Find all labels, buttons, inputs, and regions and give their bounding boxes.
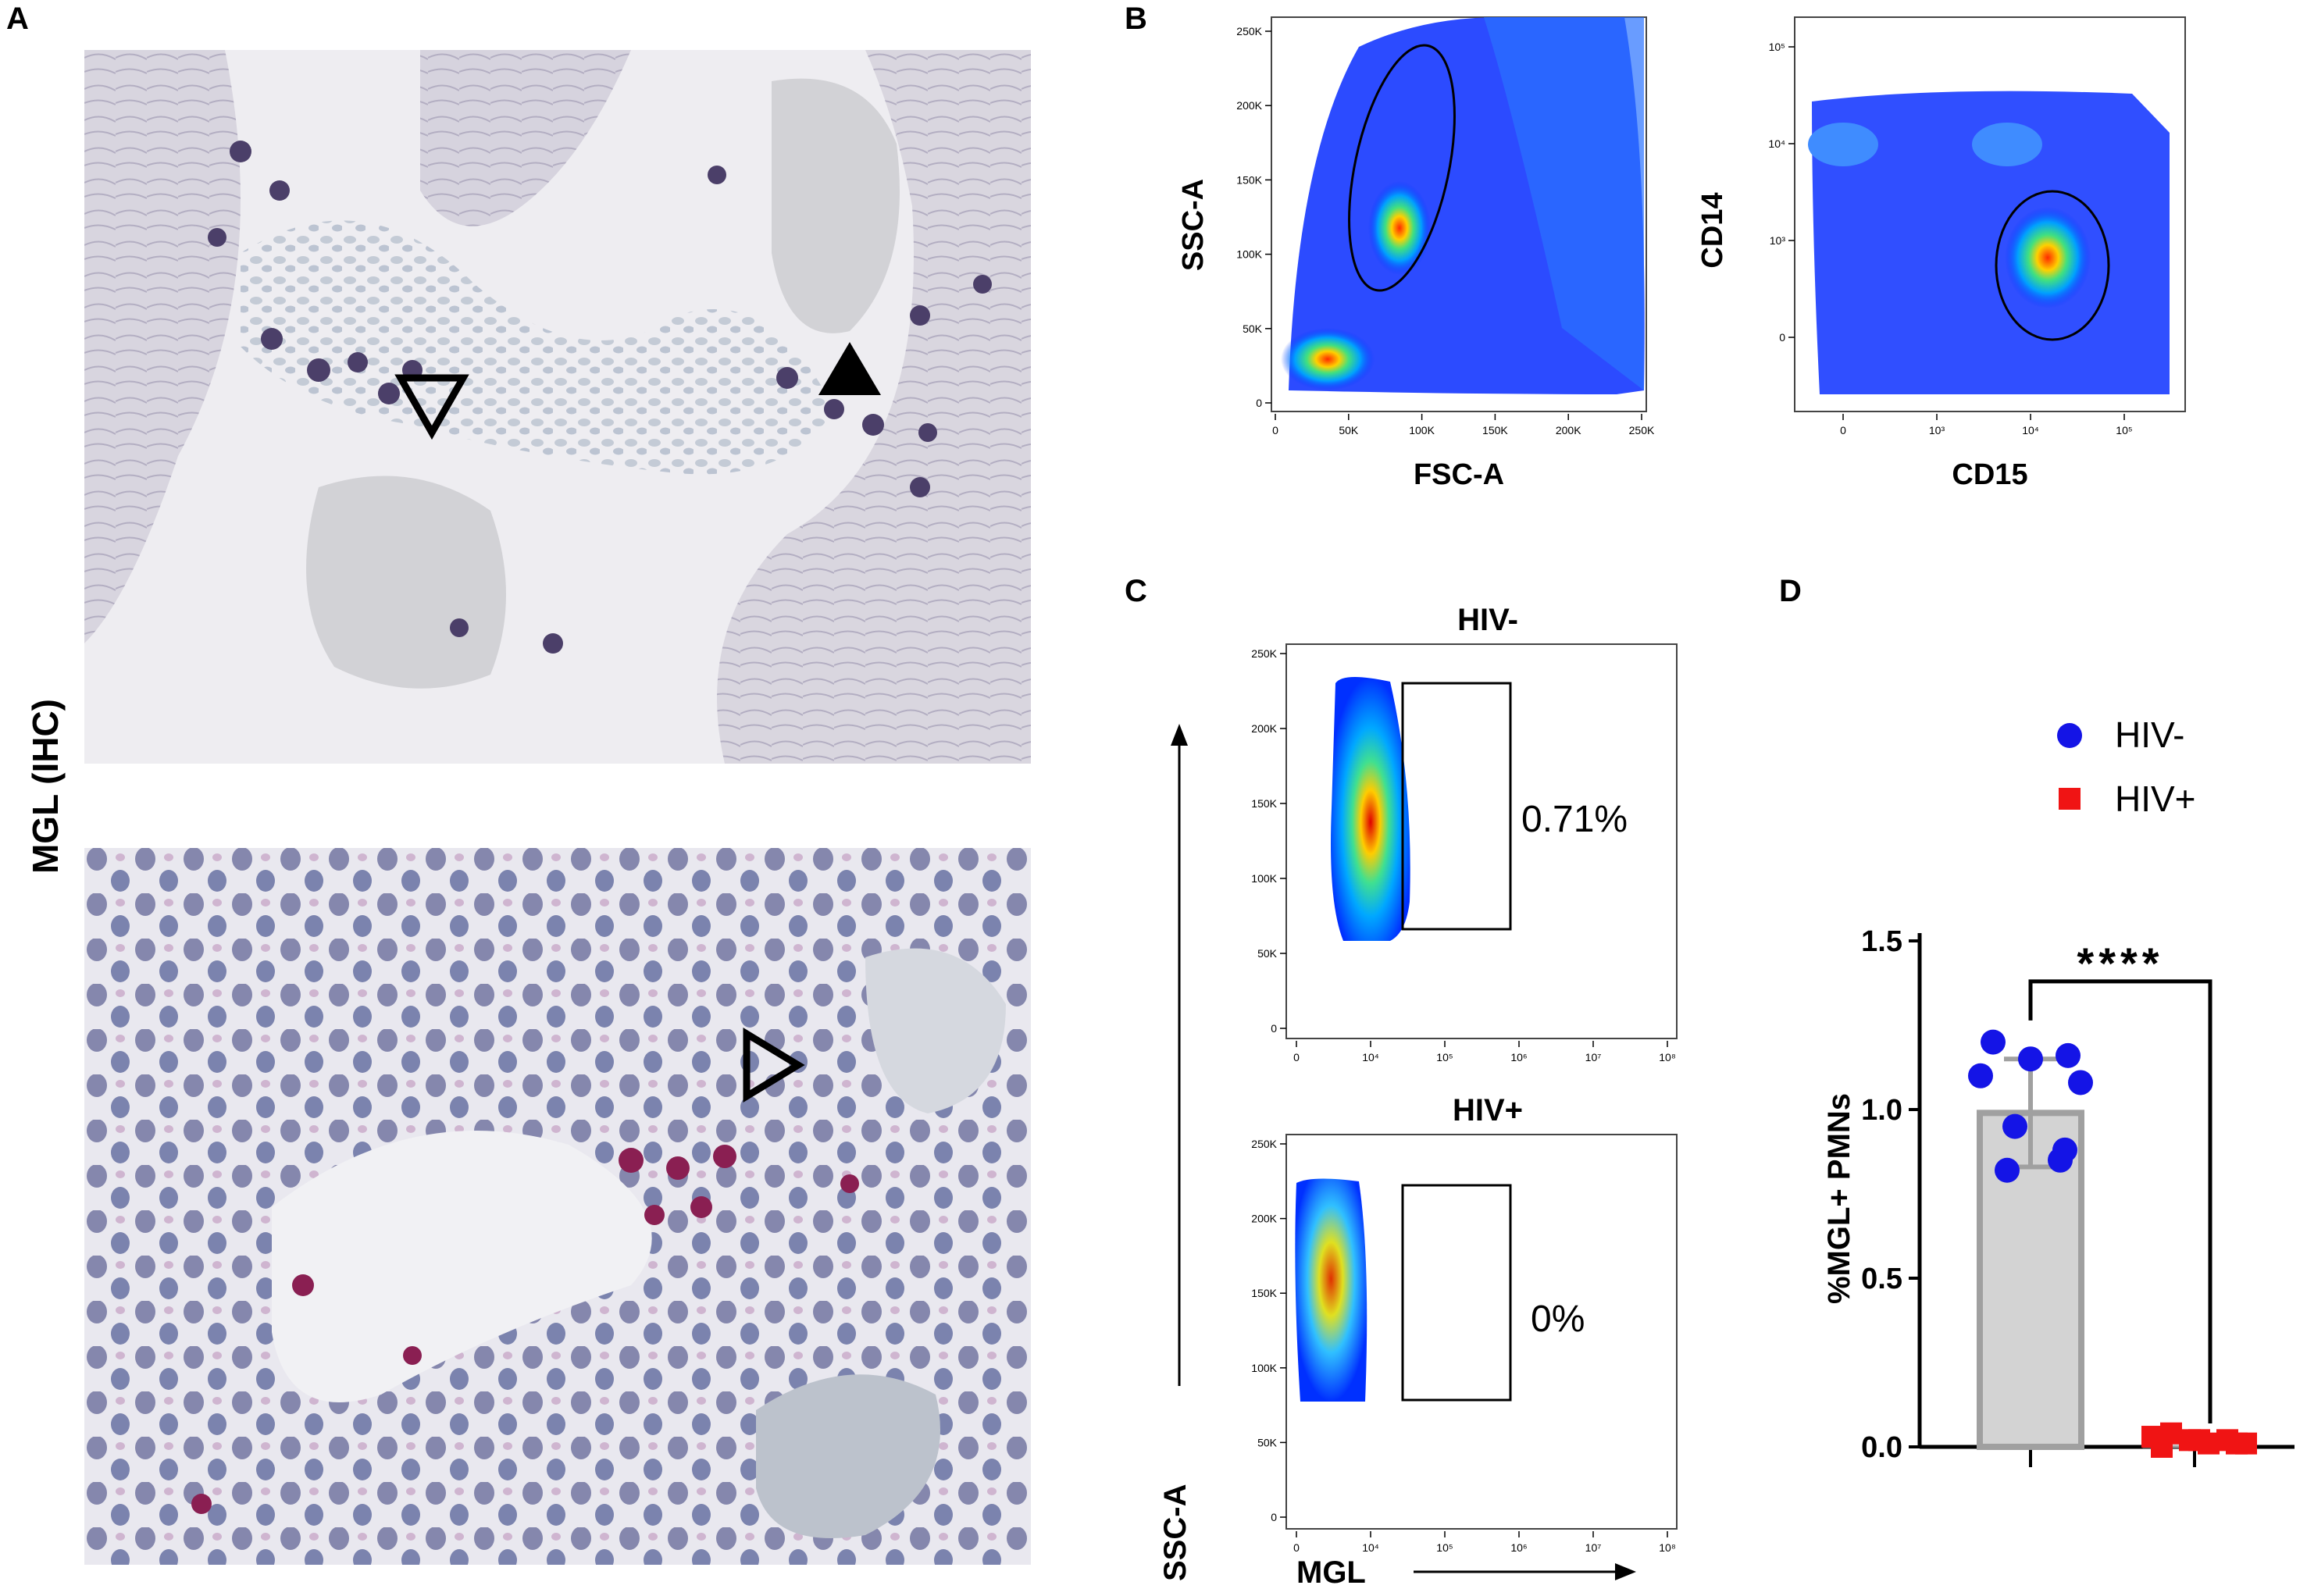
flow-gating-plots: 0 50K 100K 150K 200K 250K 0 50K 100K 150K 200K 250… [1177,16,2186,491]
c-ytick-label: 200K [1251,1213,1277,1225]
panel-letter-a: A [6,2,29,36]
c-ytick-label: 150K [1251,1287,1277,1299]
fsc-ssc-plot [1271,16,1647,412]
mgl-flow-plots: HIV- 0.71% 0 50K 100K 150K 200K 250K 0 10⁴ 10⁵ 1… [1158,603,1678,1590]
b-right-ytick-label: 0 [1779,331,1785,344]
point-hiv-neg [1981,1029,2006,1055]
b-left-xtick-label: 100K [1409,424,1435,436]
c-top-title: HIV- [1457,603,1518,637]
b-right-ylabel: CD14 [1696,192,1729,268]
d-ylabel: %MGL+ PMNs [1822,1093,1856,1304]
b-right-ytick-label: 10⁴ [1768,137,1785,150]
ihc-micrograph-bottom [84,848,1031,1565]
c-ytick-label: 50K [1257,1436,1278,1448]
cd15-cd14-plot [1794,16,2186,412]
b-left-xtick-label: 50K [1339,424,1359,436]
c-xtick-label: 10⁸ [1659,1541,1676,1554]
gate-ellipse [1348,44,1456,292]
point-hiv-pos [2188,1429,2210,1452]
mgl-bar-chart: HIV- HIV+ %MGL+ PMNs 0.0 0.5 1.0 1.5 **** [1822,714,2295,1467]
c-xtick-label: 10⁸ [1659,1051,1676,1063]
b-right-ytick-label: 10³ [1770,234,1786,247]
point-hiv-neg [1968,1063,1993,1088]
c-ytick-label: 0 [1271,1022,1277,1035]
b-left-ytick-label: 200K [1236,99,1262,112]
c-ytick-label: 0 [1271,1511,1277,1523]
b-left-xtick-label: 250K [1629,424,1655,436]
c-xtick-label: 0 [1293,1051,1300,1063]
b-left-ytick-label: 150K [1236,173,1262,186]
b-right-xtick-label: 10⁵ [2116,424,2132,436]
c-ytick-label: 250K [1251,647,1277,660]
b-left-xlabel: FSC-A [1414,458,1504,491]
b-right-xtick-label: 10⁴ [2022,424,2039,436]
d-ytick-label: 1.5 [1861,925,1902,958]
point-hiv-neg [2018,1046,2043,1072]
b-right-ytick-label: 10⁵ [1769,41,1785,53]
b-left-ytick-label: 250K [1236,25,1262,37]
c-xtick-label: 10⁴ [1362,1541,1379,1554]
d-ytick-label: 0.5 [1861,1263,1902,1295]
legend-label-hiv-pos: HIV+ [2115,778,2196,819]
c-ytick-label: 100K [1251,872,1277,885]
b-left-xtick-label: 150K [1482,424,1508,436]
c-xlabel: MGL [1296,1555,1366,1590]
c-xtick-label: 10⁵ [1436,1541,1453,1554]
c-ylabel: SSC-A [1158,1484,1193,1581]
b-right-xtick-label: 10³ [1929,424,1945,436]
gate-ellipse [1995,190,2110,341]
c-xtick-label: 0 [1293,1541,1300,1554]
panel-letter-c: C [1125,574,1147,608]
c-top-gate-value: 0.71% [1521,799,1628,840]
c-xtick-label: 10⁴ [1362,1051,1379,1063]
b-right-xtick-label: 0 [1840,424,1846,436]
b-left-ytick-label: 0 [1256,397,1262,409]
c-xtick-label: 10⁷ [1585,1051,1602,1063]
legend-marker-hiv-pos [2059,788,2081,810]
point-hiv-neg [2048,1147,2073,1173]
b-right-xlabel: CD15 [1952,458,2027,491]
c-ytick-label: 200K [1251,722,1277,735]
b-left-ylabel: SSC-A [1177,179,1210,271]
ihc-micrograph-top [84,50,1031,764]
d-ytick-label: 1.0 [1861,1094,1902,1127]
point-hiv-neg [2002,1113,2027,1139]
open-arrowhead-icon [394,374,469,440]
d-ytick-label: 0.0 [1861,1431,1902,1464]
c-ytick-label: 100K [1251,1362,1277,1374]
legend-label-hiv-neg: HIV- [2115,714,2184,755]
c-xtick-label: 10⁶ [1510,1541,1527,1554]
b-left-xtick-label: 200K [1556,424,1581,436]
point-hiv-pos [2151,1436,2173,1458]
c-ytick-label: 50K [1257,947,1278,960]
mgl-gate [1401,682,1512,931]
point-hiv-neg [1995,1157,2020,1183]
c-xtick-label: 10⁷ [1585,1541,1602,1554]
b-left-ytick-label: 100K [1236,248,1262,261]
significance-stars: **** [2077,939,2163,988]
b-left-ytick-label: 50K [1243,322,1263,335]
significance-bracket [2028,979,2213,1423]
open-arrowhead-icon [743,1028,805,1103]
c-ytick-label: 150K [1251,797,1277,810]
ihc-side-label: MGL (IHC) [25,699,66,875]
panel-letter-b: B [1125,2,1147,36]
c-ytick-label: 250K [1251,1138,1277,1150]
c-xtick-label: 10⁶ [1510,1051,1527,1063]
mgl-gate [1401,1184,1512,1402]
panel-letter-d: D [1779,574,1802,608]
point-hiv-neg [2068,1070,2093,1095]
b-left-xtick-label: 0 [1272,424,1278,436]
c-bottom-title: HIV+ [1453,1093,1523,1128]
legend-marker-hiv-neg [2057,723,2082,748]
c-xtick-label: 10⁵ [1436,1051,1453,1063]
point-hiv-neg [2056,1042,2081,1068]
filled-arrowhead-icon [818,342,881,395]
c-bottom-gate-value: 0% [1531,1299,1585,1340]
point-hiv-pos [2226,1432,2248,1455]
